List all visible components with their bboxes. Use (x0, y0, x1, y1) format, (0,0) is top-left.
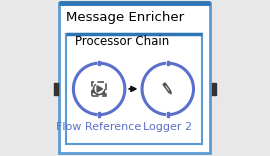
Bar (98, 61, 100, 65)
Bar (92, 82, 106, 96)
Polygon shape (164, 84, 170, 92)
FancyBboxPatch shape (66, 34, 202, 144)
Text: Logger 2: Logger 2 (143, 122, 192, 132)
Bar (167, 61, 169, 65)
Bar (212, 83, 216, 95)
Bar (98, 112, 100, 117)
Bar (167, 112, 169, 117)
Text: Message Enricher: Message Enricher (66, 11, 184, 24)
FancyBboxPatch shape (59, 3, 210, 153)
Text: Flow Reference: Flow Reference (56, 122, 142, 132)
Polygon shape (97, 86, 103, 92)
Bar (54, 83, 58, 95)
Polygon shape (163, 83, 166, 85)
Polygon shape (168, 91, 171, 94)
Text: Processor Chain: Processor Chain (75, 35, 169, 48)
